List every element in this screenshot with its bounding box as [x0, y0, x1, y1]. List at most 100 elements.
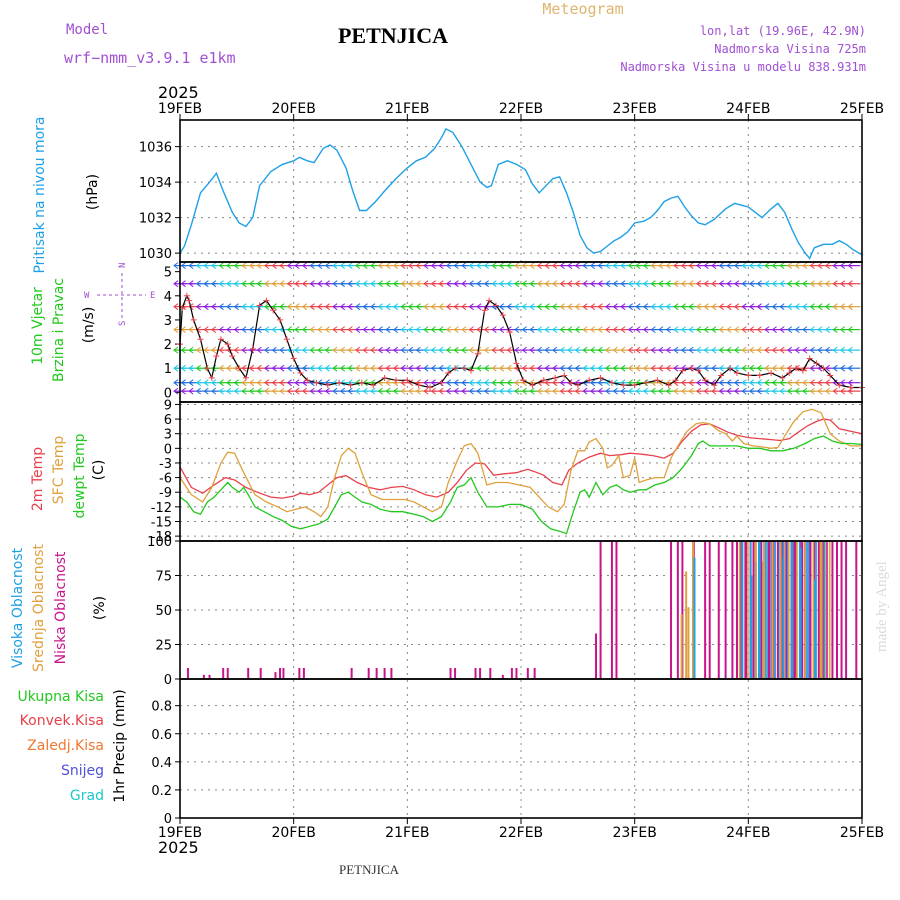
wind-arrow-head [680, 262, 686, 269]
wind-arrow-head [696, 280, 702, 288]
wind-arrow-head [733, 262, 740, 269]
wind-arrow-head [529, 346, 535, 354]
wind-arrow-head [794, 303, 800, 311]
wind-arrow-head [749, 303, 755, 311]
wind-arrow-head [415, 262, 421, 269]
wind-arrow-head [476, 326, 482, 333]
wind-arrow-head [248, 326, 255, 333]
y-tick-label: 5 [164, 266, 172, 281]
wind-speed-marker [213, 353, 220, 360]
y-tick-label: -18 [151, 530, 172, 545]
wind-arrow-head [696, 379, 702, 387]
wind-arrow-head [764, 303, 770, 311]
wind-arrow-head [226, 387, 232, 395]
wind-arrow-head [347, 346, 353, 354]
wind-arrow-head [491, 387, 497, 395]
wind-arrow-head [271, 326, 277, 333]
wind-speed-marker [718, 372, 725, 379]
wind-arrow-head [279, 303, 285, 311]
wind-arrow-head [453, 387, 459, 395]
y-tick-label: 0 [164, 673, 172, 688]
wind-arrow-head [408, 262, 414, 269]
wind-arrow-head [703, 280, 709, 288]
wind-arrow-head [317, 262, 323, 269]
wind-arrow-head [627, 364, 633, 372]
wind-arrow-head [589, 262, 596, 269]
wind-arrow-head [802, 262, 808, 269]
wind-arrow-head [544, 303, 550, 311]
wind-speed-marker [358, 379, 365, 386]
wind-label-line1: 10m Vjetar [30, 287, 46, 365]
cloud-mid-label: Srednja Oblacnost [31, 544, 47, 672]
wind-arrow-head [445, 387, 452, 395]
wind-arrow-head [271, 387, 277, 395]
wind-arrow-head [324, 387, 330, 395]
wind-arrow-head [180, 387, 186, 395]
wind-arrow-head [786, 280, 793, 288]
wind-arrow-head [726, 387, 732, 395]
wind-arrow-head [688, 280, 694, 288]
wind-arrow-head [468, 303, 474, 311]
wind-speed-marker [438, 379, 445, 386]
wind-arrow-head [180, 262, 186, 269]
wind-arrow-head [703, 346, 709, 354]
wind-arrow-head [430, 280, 436, 288]
wind-speed-marker [608, 379, 615, 386]
wind-arrow-head [779, 326, 785, 333]
wind-arrow-head [180, 346, 186, 354]
pressure-series-line [179, 127, 863, 260]
wind-arrow-head [824, 280, 830, 288]
wind-arrow-head [385, 326, 391, 333]
wind-arrow-head [415, 346, 421, 354]
wind-arrow-head [423, 387, 429, 395]
wind-arrow-head [324, 280, 330, 288]
wind-arrow-head [802, 346, 808, 354]
wind-arrow-head [605, 262, 611, 269]
wind-arrow-head [786, 387, 793, 395]
wind-arrow-head [173, 364, 179, 372]
wind-speed-marker [313, 379, 320, 386]
wind-arrow-head [241, 364, 247, 372]
wind-labels: 10m Vjetar Brzina i Pravac (m/s) W E N S [30, 263, 155, 382]
wind-arrow-head [764, 379, 770, 387]
x-tick-label-bottom: 19FEB [158, 825, 202, 841]
wind-arrow-head [847, 280, 853, 288]
wind-arrow-head [195, 262, 201, 269]
wind-speed-marker [793, 365, 800, 372]
x-tick-label-top: 22FEB [499, 101, 543, 117]
wind-arrow-head [438, 262, 444, 269]
precip-conv-label: Konvek.Kisa [20, 713, 104, 729]
wind-arrow-head [839, 346, 846, 354]
wind-arrow-head [764, 326, 770, 333]
wind-arrow-head [771, 364, 777, 372]
y-tick-label: 1 [164, 362, 172, 377]
wind-arrow-head [567, 364, 573, 372]
wind-arrow-head [180, 303, 186, 311]
wind-arrow-head [362, 303, 368, 311]
wind-arrow-head [408, 346, 414, 354]
wind-arrow-head [355, 364, 361, 372]
wind-arrow-head [779, 280, 785, 288]
wind-arrow-head [802, 387, 808, 395]
wind-arrow-head [552, 262, 558, 269]
wind-arrow-head [802, 326, 808, 333]
wind-speed-marker [324, 382, 331, 389]
wind-arrow-head [642, 387, 649, 395]
wind-arrow-head [211, 280, 217, 288]
wind-arrow-head [248, 379, 255, 387]
wind-speed-marker [208, 374, 215, 381]
wind-arrow-head [218, 326, 224, 333]
wind-arrow-head [188, 346, 194, 354]
wind-arrow-head [824, 303, 830, 311]
wind-arrow-head [839, 262, 846, 269]
y-tick-label: 0 [164, 442, 172, 457]
wind-arrow-head [718, 364, 724, 372]
wind-arrow-head [620, 326, 626, 333]
wind-arrow-head [195, 364, 201, 372]
wind-arrow-head [529, 326, 535, 333]
wind-arrow-head [824, 326, 830, 333]
wind-arrow-head [483, 379, 489, 387]
wind-speed-marker [779, 374, 786, 381]
wind-arrow-head [233, 346, 239, 354]
